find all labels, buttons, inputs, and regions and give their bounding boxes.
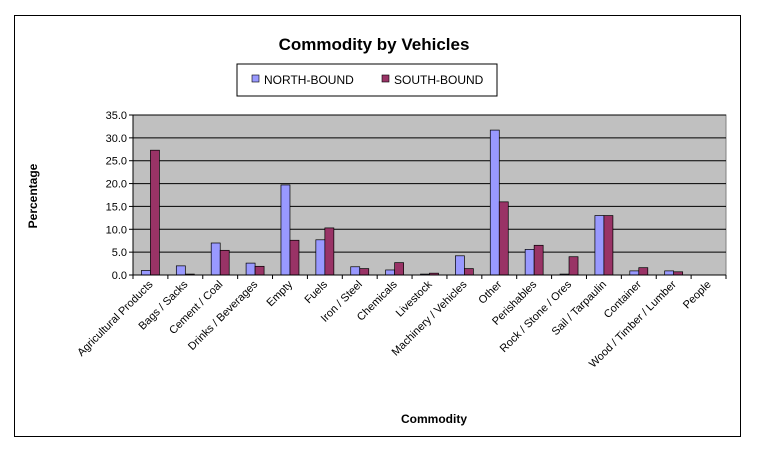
bar-south-bound (359, 268, 370, 276)
bar-south-bound (289, 239, 300, 276)
bar-north-bound (594, 215, 605, 276)
y-tick-label: 0.0 (112, 270, 127, 282)
bar-south-bound (324, 227, 335, 276)
bar-south-bound (464, 268, 474, 276)
bar-north-bound (664, 270, 675, 276)
bar-south-bound (254, 265, 265, 276)
y-axis-title: Percentage (26, 163, 40, 228)
bar-south-bound (498, 201, 509, 276)
legend-label-north-bound: NORTH-BOUND (264, 73, 354, 87)
bar-north-bound (245, 262, 256, 276)
bar-north-bound (315, 239, 326, 276)
bar-south-bound (603, 215, 614, 276)
legend: NORTH-BOUND SOUTH-BOUND (236, 63, 498, 97)
x-axis-title: Commodity (401, 412, 467, 426)
legend-label-south-bound: SOUTH-BOUND (394, 73, 484, 87)
y-axis-ticks: 0.0 5.0 10.0 15.0 20.0 25.0 30.0 35.0 (106, 110, 134, 282)
bar-north-bound (210, 242, 221, 276)
y-tick-label: 20.0 (106, 179, 127, 191)
x-tick-label: Other (476, 278, 504, 306)
y-tick-label: 30.0 (106, 133, 127, 145)
x-tick-label: Fuels (302, 278, 330, 306)
bar-south-bound (638, 267, 649, 276)
x-tick-label: Empty (265, 278, 296, 309)
bars (141, 129, 684, 276)
legend-box (236, 63, 498, 97)
y-tick-label: 5.0 (112, 247, 127, 259)
legend-swatch-north-bound (251, 74, 260, 83)
x-tick-label: Drinks / Beverages (186, 278, 261, 353)
bar-north-bound (629, 270, 640, 276)
bar-north-bound (385, 269, 395, 276)
y-tick-label: 10.0 (106, 224, 127, 236)
bar-south-bound (533, 244, 544, 276)
bar-north-bound (280, 184, 291, 276)
bar-north-bound (489, 129, 500, 276)
bar-north-bound (524, 249, 535, 276)
bar-north-bound (350, 266, 361, 276)
bar-south-bound (219, 249, 230, 276)
gridlines (133, 114, 726, 253)
bar-north-bound (455, 255, 465, 276)
chart-title: Commodity by Vehicles (279, 35, 470, 54)
x-tick-label: People (681, 279, 714, 312)
bar-south-bound (394, 262, 404, 276)
y-tick-label: 15.0 (106, 201, 127, 213)
y-tick-label: 35.0 (106, 110, 127, 122)
y-tick-label: 25.0 (106, 156, 127, 168)
bar-north-bound (175, 265, 186, 276)
bar-south-bound (568, 256, 579, 276)
bar-south-bound (150, 149, 160, 276)
bar-north-bound (141, 270, 151, 276)
legend-swatch-south-bound (381, 74, 390, 83)
